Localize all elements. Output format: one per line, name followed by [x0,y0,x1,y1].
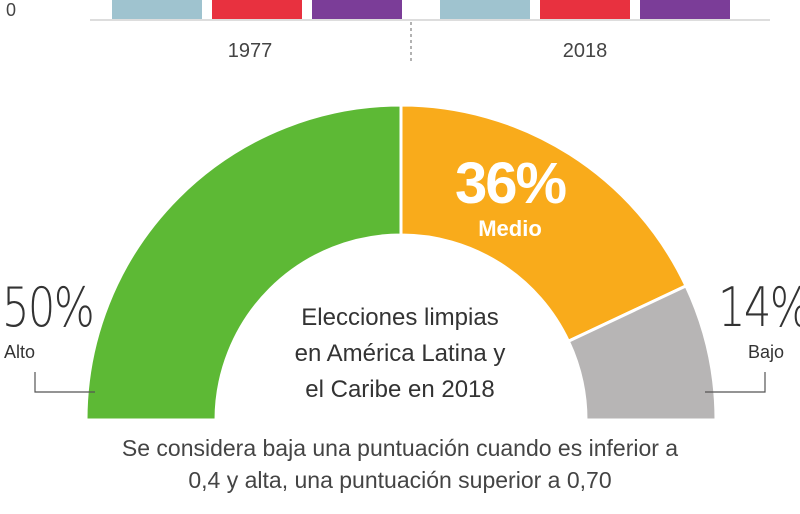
bar-1977-3 [312,0,402,19]
bar-2018-2 [540,0,630,19]
y-axis-zero-label: 0 [6,0,17,20]
pct-bajo: 14% [718,276,800,339]
label-medio: Medio [478,216,542,241]
footnote: Se considera baja una puntuación cuando … [60,432,740,496]
donut-layer [84,103,718,422]
bar-1977-1 [112,0,202,19]
bar-2018-1 [440,0,530,19]
chart-title-line-1: Elecciones limpias [301,304,499,331]
chart-title-line-2: en América Latina y [294,340,506,367]
label-alto: Alto [4,342,36,362]
footnote-line-1: Se considera baja una puntuación cuando … [121,435,679,461]
slice-medio [399,103,689,344]
year-label-2018: 2018 [562,40,608,62]
leader-line-alto [34,372,95,393]
year-label-1977: 1977 [227,40,273,62]
pct-medio: 36% [454,151,567,216]
footnote-line-2: 0,4 y alta, una puntuación superior a 0,… [188,467,612,493]
slice-alto [84,103,403,422]
chart-title: Elecciones limpias en América Latina y e… [268,300,532,408]
slice-bajo [566,283,718,422]
pct-alto: 50% [2,276,95,339]
label-bajo: Bajo [748,342,785,362]
leader-line-bajo [705,372,766,393]
bar-1977-2 [212,0,302,19]
bars-layer [112,0,730,19]
chart-title-line-3: el Caribe en 2018 [305,376,495,403]
bar-2018-3 [640,0,730,19]
